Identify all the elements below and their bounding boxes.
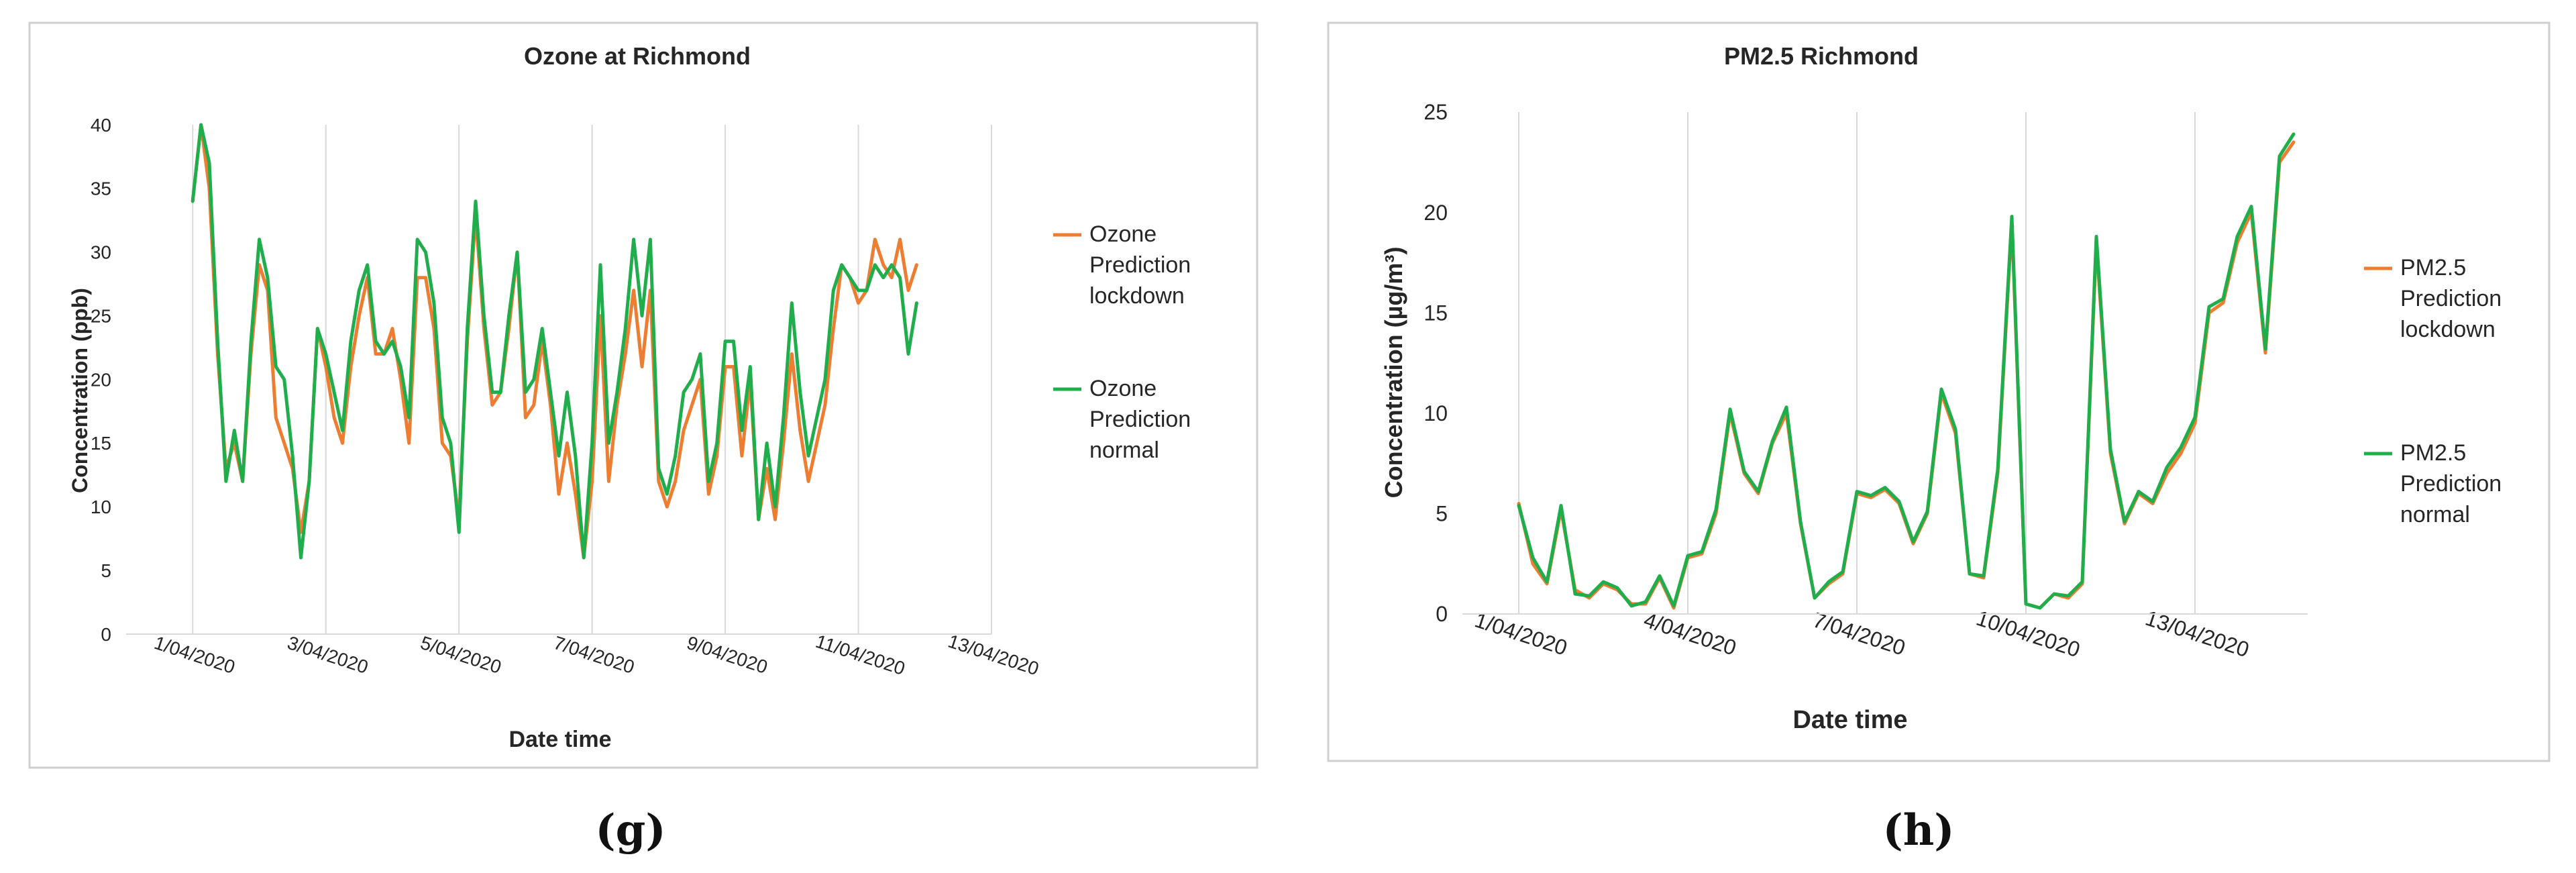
legend-entry: Ozone Prediction lockdown (1089, 221, 1191, 309)
chart-title: Ozone at Richmond (524, 42, 751, 70)
chart-frame (28, 21, 1258, 769)
y-tick-label: 15 (91, 433, 111, 454)
y-tick-label: 20 (91, 369, 111, 390)
panel-g: Ozone at Richmond 1/04/2020 3/04/2020 5/04… (28, 21, 1258, 856)
y-tick-label: 25 (91, 305, 111, 326)
y-tick-label: 35 (91, 178, 111, 199)
y-tick-label: 0 (101, 624, 111, 645)
legend-entry: Ozone Prediction normal (1089, 376, 1191, 463)
legend-entry: PM2.5 Prediction normal (2400, 440, 2502, 527)
y-tick-label: 10 (1424, 401, 1448, 425)
y-tick-label: 5 (101, 560, 111, 581)
chart-title: PM2.5 Richmond (1724, 42, 1919, 70)
y-tick-label: 30 (91, 242, 111, 263)
chart-frame (1327, 21, 2551, 762)
y-tick-label: 5 (1436, 502, 1448, 526)
chart-title-text: PM2.5 Richmond (1724, 42, 1919, 70)
y-axis-label: Concentration (ppb) (68, 288, 92, 493)
series-line-normal (1517, 132, 2296, 610)
y-tick-label: 20 (1424, 201, 1448, 225)
panel-label-h: (h) (1882, 805, 1955, 856)
y-tick-label: 40 (91, 115, 111, 136)
ozone-chart: Ozone at Richmond 1/04/2020 3/04/2020 5/04… (28, 21, 1258, 769)
legend-entry: PM2.5 Prediction lockdown (2400, 255, 2502, 342)
x-axis-label: Date time (1792, 706, 1907, 734)
panel-h: PM2.5 Richmond 1/04/2020 4/04/2020 7/04/20… (1288, 0, 2576, 873)
pm25-chart: PM2.5 Richmond 1/04/2020 4/04/2020 7/04/20… (1327, 21, 2551, 762)
x-axis-label: Date time (508, 727, 611, 752)
panel-label-g: (g) (595, 805, 666, 856)
y-tick-label: 25 (1424, 100, 1448, 124)
y-axis-label: Concentration (µg/m³) (1380, 247, 1407, 499)
y-tick-label: 15 (1424, 301, 1448, 325)
series-line-normal (191, 123, 918, 560)
y-tick-label: 0 (1436, 602, 1448, 626)
y-tick-label: 10 (91, 497, 111, 517)
